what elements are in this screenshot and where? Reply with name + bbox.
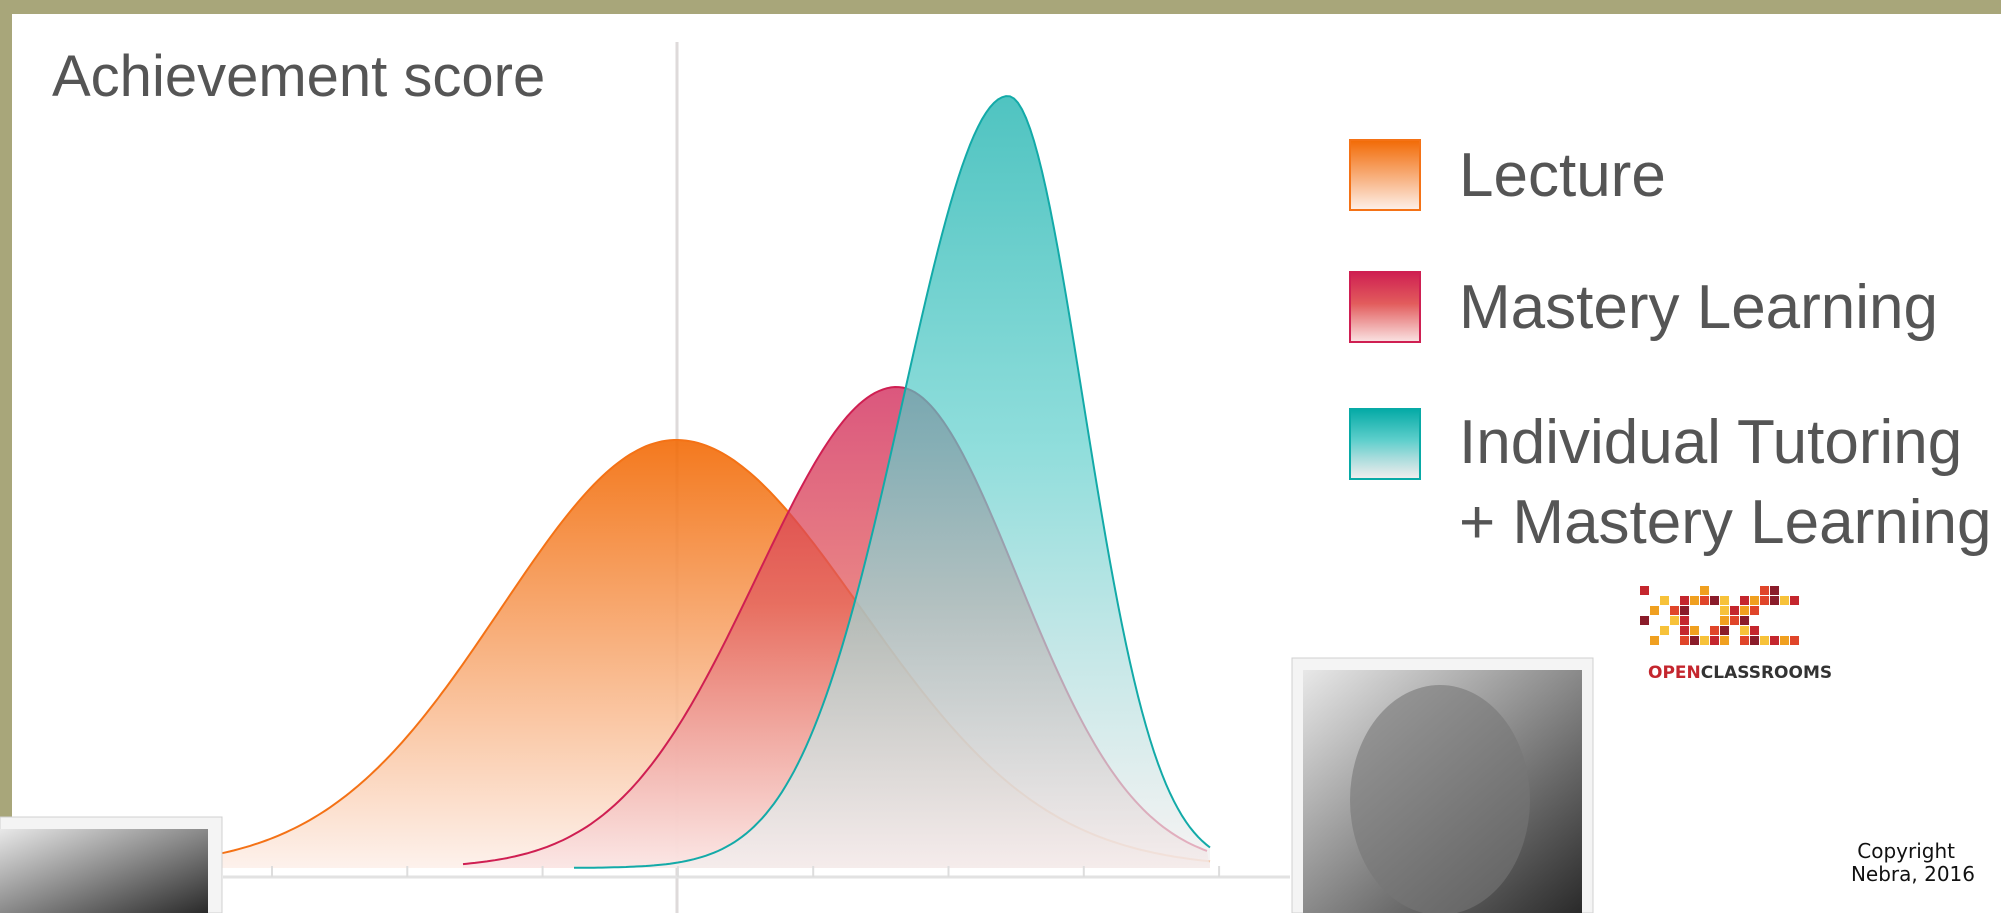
- legend-label: Lecture: [1459, 141, 1666, 210]
- curve-fill: [574, 96, 1210, 869]
- logo-tile: [1720, 606, 1729, 615]
- logo-tile: [1780, 636, 1789, 645]
- logo-tile: [1720, 596, 1729, 605]
- logo-tile: [1640, 616, 1649, 625]
- photo: [0, 829, 208, 913]
- logo-tile: [1670, 606, 1679, 615]
- logo-tile: [1750, 636, 1759, 645]
- copyright: Copyright: [1857, 839, 1955, 863]
- logo-tile: [1740, 626, 1749, 635]
- logo-tile: [1740, 606, 1749, 615]
- curve-line: [574, 95, 1211, 869]
- photo-right: [1291, 657, 1594, 913]
- logo-tile: [1760, 596, 1769, 605]
- logo-tile: [1750, 626, 1759, 635]
- logo-tile: [1660, 596, 1669, 605]
- logo-tile: [1670, 616, 1679, 625]
- photo-left: [0, 816, 223, 913]
- logo-tile: [1710, 596, 1719, 605]
- logo-tile: [1690, 596, 1699, 605]
- legend-label: Mastery Learning: [1459, 273, 1938, 342]
- legend-swatch: [1349, 271, 1421, 343]
- logo-tile: [1730, 606, 1739, 615]
- logo-tile: [1740, 616, 1749, 625]
- logo-tile: [1640, 586, 1649, 595]
- logo-text-rest: CLASSROOMS: [1701, 663, 1832, 683]
- logo-tile: [1750, 606, 1759, 615]
- logo-tile: [1650, 606, 1659, 615]
- copyright: Nebra, 2016: [1851, 862, 1975, 886]
- logo-tile: [1680, 596, 1689, 605]
- logo-tile: [1770, 586, 1779, 595]
- legend-swatch: [1349, 408, 1421, 480]
- logo-tile: [1720, 636, 1729, 645]
- logo-tile: [1790, 596, 1799, 605]
- logo-tile: [1740, 636, 1749, 645]
- logo-tile: [1680, 606, 1689, 615]
- logo-tile: [1700, 636, 1709, 645]
- logo-tile: [1710, 636, 1719, 645]
- logo-tile: [1660, 626, 1669, 635]
- curves: [221, 95, 1211, 869]
- logo-tile: [1760, 636, 1769, 645]
- logo-tile: [1680, 626, 1689, 635]
- logo-tile: [1730, 616, 1739, 625]
- logo-tile: [1690, 626, 1699, 635]
- logo-tile: [1700, 586, 1709, 595]
- legend-swatch: [1349, 139, 1421, 211]
- logo-tile: [1770, 636, 1779, 645]
- logo-tile: [1720, 616, 1729, 625]
- logo-tile: [1770, 596, 1779, 605]
- logo-tile: [1740, 596, 1749, 605]
- logo-tile: [1710, 626, 1719, 635]
- logo-tile: [1780, 596, 1789, 605]
- logo-tile: [1790, 636, 1799, 645]
- logo-tile: [1650, 636, 1659, 645]
- logo-tile: [1680, 636, 1689, 645]
- logo-tile: [1680, 616, 1689, 625]
- legend-label: + Mastery Learning: [1459, 488, 1991, 557]
- legend: Lecture Mastery Learning Individual Tuto…: [1349, 139, 1991, 557]
- logo-tile: [1700, 596, 1709, 605]
- logo-tile: [1720, 626, 1729, 635]
- photo-face: [1350, 685, 1530, 913]
- logo-tile: [1760, 586, 1769, 595]
- chart-title: Achievement score: [52, 44, 545, 109]
- axis-ticks: [271, 866, 1221, 877]
- logo-text: OPENCLASSROOMS: [1648, 663, 1832, 683]
- logo-text-open: OPEN: [1648, 663, 1701, 683]
- logo-tile: [1690, 636, 1699, 645]
- logo: OPENCLASSROOMS: [1640, 586, 1832, 683]
- logo-tile: [1750, 596, 1759, 605]
- legend-label: Individual Tutoring: [1459, 408, 1962, 477]
